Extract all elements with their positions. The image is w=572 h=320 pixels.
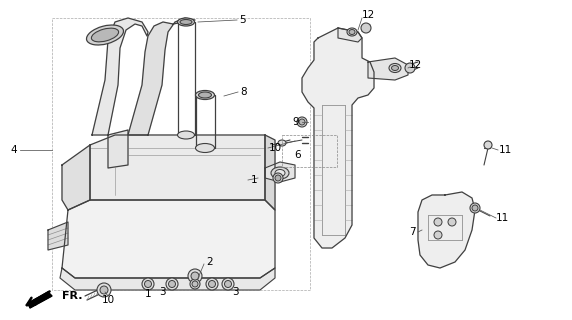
Circle shape xyxy=(206,278,218,290)
Text: 7: 7 xyxy=(408,227,415,237)
Ellipse shape xyxy=(347,28,357,36)
Circle shape xyxy=(191,272,199,280)
Polygon shape xyxy=(128,18,195,135)
Polygon shape xyxy=(90,135,265,200)
Polygon shape xyxy=(418,192,475,268)
Polygon shape xyxy=(108,130,128,168)
Circle shape xyxy=(448,218,456,226)
Text: 12: 12 xyxy=(408,60,422,70)
Circle shape xyxy=(470,203,480,213)
Ellipse shape xyxy=(196,143,214,153)
Text: FR.: FR. xyxy=(62,291,82,301)
Text: 6: 6 xyxy=(295,150,301,160)
Circle shape xyxy=(273,173,283,183)
Ellipse shape xyxy=(389,63,401,73)
Circle shape xyxy=(188,269,202,283)
Circle shape xyxy=(472,205,478,211)
Circle shape xyxy=(297,117,307,127)
Polygon shape xyxy=(265,162,295,182)
Circle shape xyxy=(100,286,108,294)
Circle shape xyxy=(224,281,232,287)
Text: 3: 3 xyxy=(232,287,239,297)
Circle shape xyxy=(299,119,305,125)
Polygon shape xyxy=(338,28,362,42)
Text: 3: 3 xyxy=(158,287,165,297)
Circle shape xyxy=(484,141,492,149)
Polygon shape xyxy=(62,145,90,210)
Text: 4: 4 xyxy=(11,145,17,155)
Text: 1: 1 xyxy=(251,175,257,185)
Circle shape xyxy=(97,283,111,297)
Circle shape xyxy=(405,63,415,73)
Ellipse shape xyxy=(177,131,194,139)
Polygon shape xyxy=(60,268,275,290)
Ellipse shape xyxy=(349,29,355,35)
Circle shape xyxy=(142,278,154,290)
Text: 1: 1 xyxy=(145,289,152,299)
Text: 12: 12 xyxy=(362,10,375,20)
Ellipse shape xyxy=(198,92,212,98)
Text: 11: 11 xyxy=(498,145,511,155)
Polygon shape xyxy=(265,135,275,210)
Polygon shape xyxy=(62,200,275,278)
Circle shape xyxy=(222,278,234,290)
Circle shape xyxy=(275,175,281,181)
Polygon shape xyxy=(368,58,408,80)
Circle shape xyxy=(361,23,371,33)
Text: 5: 5 xyxy=(240,15,247,25)
Text: 10: 10 xyxy=(101,295,114,305)
Bar xyxy=(52,18,310,290)
Text: 9: 9 xyxy=(293,117,299,127)
Ellipse shape xyxy=(86,25,124,45)
Circle shape xyxy=(166,278,178,290)
Ellipse shape xyxy=(278,140,286,146)
Polygon shape xyxy=(92,18,148,135)
Circle shape xyxy=(434,231,442,239)
Polygon shape xyxy=(48,222,68,250)
Bar xyxy=(282,135,337,167)
Ellipse shape xyxy=(391,66,399,70)
Circle shape xyxy=(434,218,442,226)
Circle shape xyxy=(209,281,216,287)
Circle shape xyxy=(169,281,176,287)
Text: 11: 11 xyxy=(495,213,509,223)
Ellipse shape xyxy=(180,20,192,25)
Ellipse shape xyxy=(271,167,289,179)
Circle shape xyxy=(192,281,198,287)
Ellipse shape xyxy=(177,18,194,26)
Circle shape xyxy=(190,279,200,289)
Ellipse shape xyxy=(275,170,285,177)
Ellipse shape xyxy=(92,28,118,42)
Polygon shape xyxy=(28,292,52,308)
Ellipse shape xyxy=(196,91,214,100)
Circle shape xyxy=(145,281,152,287)
Polygon shape xyxy=(302,28,374,248)
Text: 10: 10 xyxy=(268,143,281,153)
Text: 2: 2 xyxy=(206,257,213,267)
Text: 8: 8 xyxy=(241,87,247,97)
